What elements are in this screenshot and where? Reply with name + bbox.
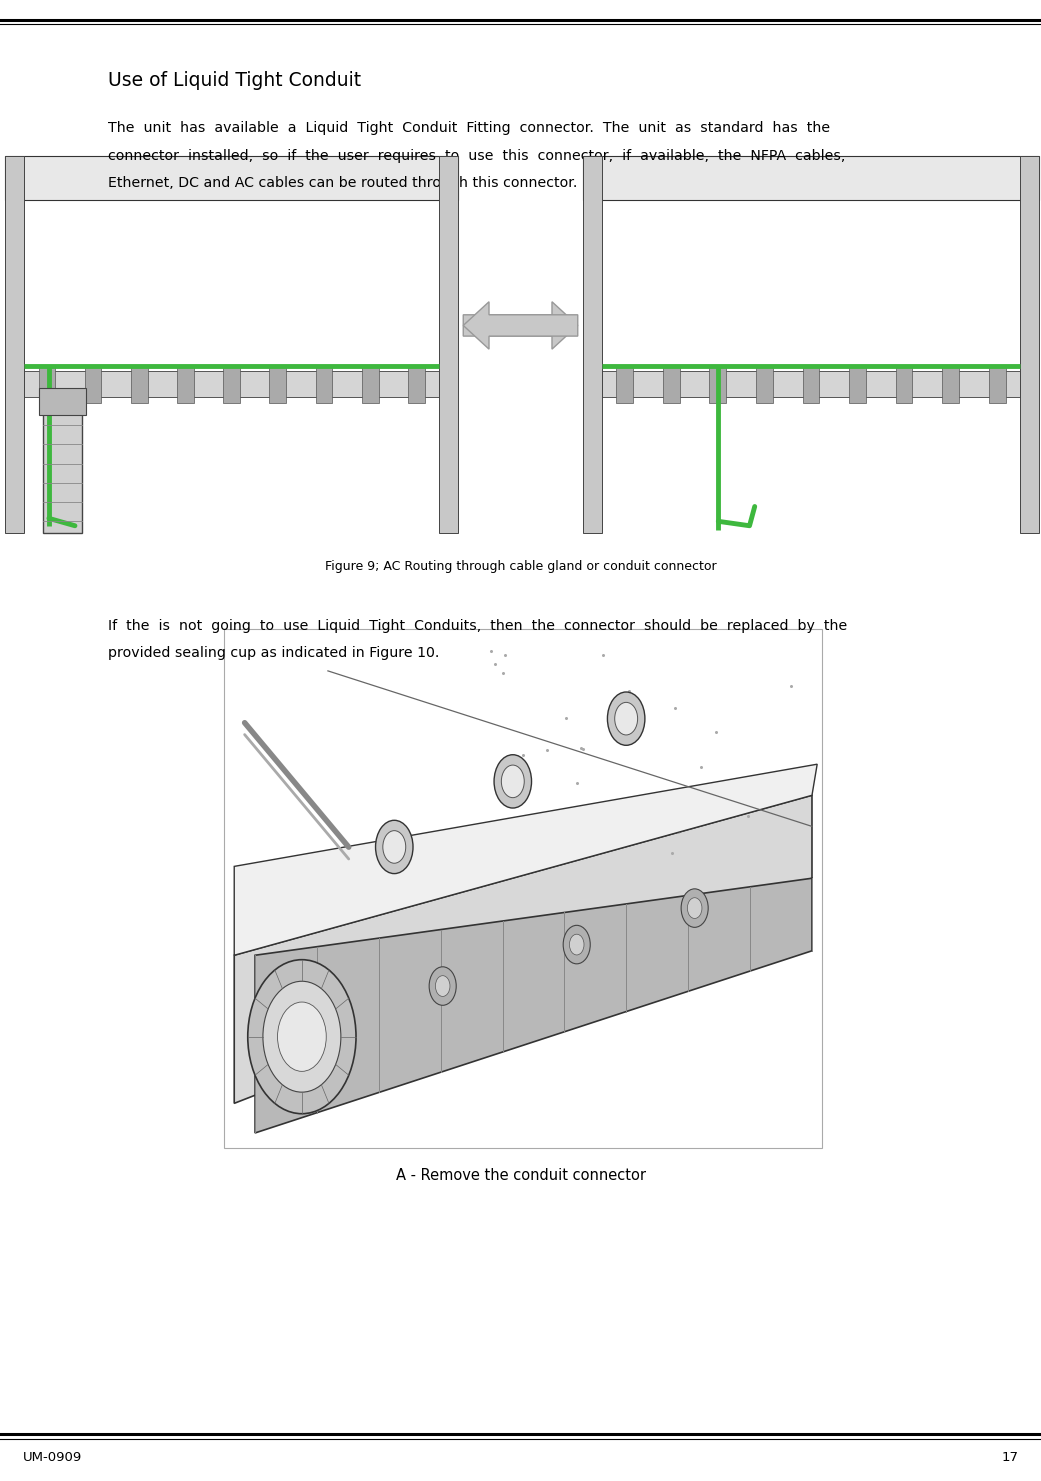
Circle shape bbox=[376, 820, 413, 874]
Bar bbox=[131, 364, 148, 403]
Bar bbox=[942, 364, 959, 403]
Circle shape bbox=[278, 1003, 326, 1071]
Bar bbox=[439, 156, 458, 533]
Circle shape bbox=[563, 926, 590, 964]
Circle shape bbox=[248, 960, 356, 1114]
Bar bbox=[39, 364, 55, 403]
Bar bbox=[602, 370, 1020, 397]
Bar bbox=[663, 364, 680, 403]
Bar bbox=[895, 364, 912, 403]
Circle shape bbox=[569, 935, 584, 955]
Text: Figure 9; AC Routing through cable gland or conduit connector: Figure 9; AC Routing through cable gland… bbox=[325, 560, 716, 573]
Bar bbox=[408, 364, 425, 403]
Text: The  unit  has  available  a  Liquid  Tight  Conduit  Fitting  connector.  The  : The unit has available a Liquid Tight Co… bbox=[108, 121, 831, 135]
Bar bbox=[1020, 156, 1039, 533]
Bar bbox=[177, 364, 194, 403]
Text: Ethernet, DC and AC cables can be routed through this connector.: Ethernet, DC and AC cables can be routed… bbox=[108, 176, 578, 190]
Bar bbox=[43, 397, 82, 533]
Text: If  the  is  not  going  to  use  Liquid  Tight  Conduits,  then  the  connector: If the is not going to use Liquid Tight … bbox=[108, 619, 847, 632]
Circle shape bbox=[614, 702, 637, 735]
Bar bbox=[84, 364, 101, 403]
Polygon shape bbox=[234, 764, 817, 955]
Bar bbox=[710, 364, 727, 403]
FancyArrow shape bbox=[463, 302, 578, 350]
Bar bbox=[5, 156, 24, 533]
Bar bbox=[849, 364, 866, 403]
Bar bbox=[270, 364, 286, 403]
Bar bbox=[616, 364, 633, 403]
Bar bbox=[583, 156, 602, 533]
FancyArrow shape bbox=[463, 302, 578, 350]
FancyBboxPatch shape bbox=[39, 388, 86, 415]
Bar bbox=[583, 156, 1039, 533]
Circle shape bbox=[607, 692, 644, 745]
Bar bbox=[803, 364, 819, 403]
Bar bbox=[315, 364, 332, 403]
Bar bbox=[5, 156, 458, 533]
Text: A - Remove the conduit connector: A - Remove the conduit connector bbox=[396, 1167, 645, 1183]
Circle shape bbox=[435, 976, 450, 997]
Circle shape bbox=[383, 831, 406, 863]
Polygon shape bbox=[255, 878, 812, 1133]
Circle shape bbox=[494, 755, 532, 809]
Circle shape bbox=[681, 889, 708, 927]
Bar bbox=[756, 364, 772, 403]
Bar bbox=[224, 629, 822, 1148]
Bar bbox=[224, 364, 240, 403]
Text: Use of Liquid Tight Conduit: Use of Liquid Tight Conduit bbox=[108, 71, 361, 90]
Circle shape bbox=[502, 766, 525, 798]
Bar bbox=[5, 156, 458, 200]
Circle shape bbox=[322, 1000, 349, 1038]
Circle shape bbox=[263, 982, 340, 1091]
Circle shape bbox=[429, 967, 456, 1006]
Circle shape bbox=[328, 1009, 342, 1029]
Bar bbox=[583, 156, 1039, 200]
Circle shape bbox=[687, 897, 702, 918]
Text: 17: 17 bbox=[1001, 1451, 1018, 1463]
Text: UM-0909: UM-0909 bbox=[23, 1451, 82, 1463]
Bar bbox=[24, 370, 439, 397]
Polygon shape bbox=[234, 795, 812, 1103]
Bar bbox=[989, 364, 1006, 403]
Text: connector  installed,  so  if  the  user  requires  to  use  this  connector,  i: connector installed, so if the user requ… bbox=[108, 148, 845, 163]
Text: provided sealing cup as indicated in Figure 10.: provided sealing cup as indicated in Fig… bbox=[108, 646, 439, 661]
Bar bbox=[362, 364, 379, 403]
